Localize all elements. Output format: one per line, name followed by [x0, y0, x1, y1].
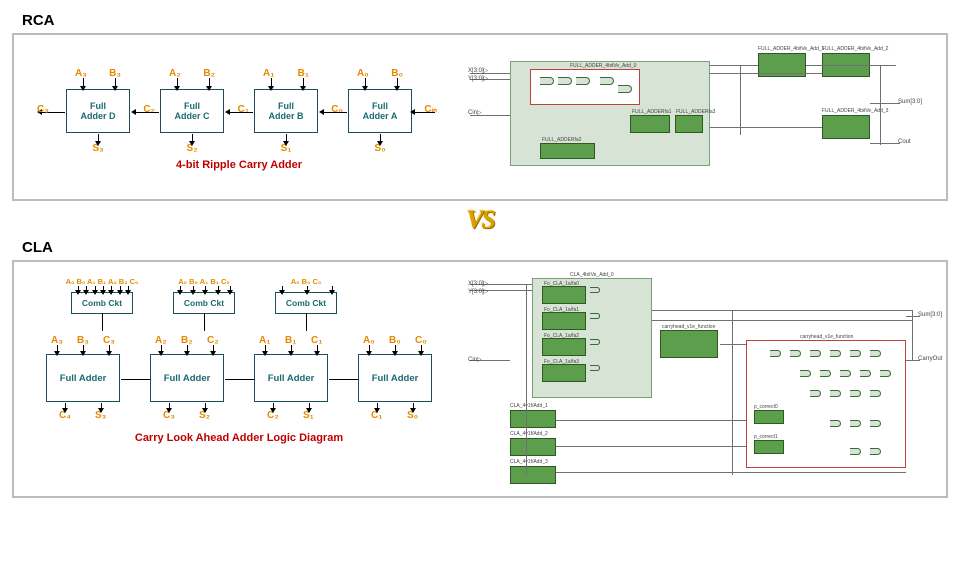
rca-block-diagram: FullAdder DA₃B₃S₃C₂C₃ FullAdder CA₂B₂S₂C₁… — [24, 65, 454, 171]
vs-divider: VS — [12, 205, 948, 235]
cla-caption: Carry Look Ahead Adder Logic Diagram — [24, 432, 454, 444]
cla-full-adder-0: Full AdderA₃B₃C₃C₄S₃ — [46, 354, 120, 402]
rca-full-adder-1: FullAdder CA₂B₂S₂C₁ — [160, 89, 224, 133]
rca-full-adder-0: FullAdder DA₃B₃S₃C₂C₃ — [66, 89, 130, 133]
rca-title: RCA — [22, 12, 948, 29]
cla-full-adder-1: Full AdderA₂B₂C₂C₃S₂ — [150, 354, 224, 402]
cla-block-diagram: Comb CktA₀ B₀ A₁ B₁ A₂ B₂ C₀ Comb CktA₀ B… — [24, 270, 454, 444]
rca-panel: FullAdder DA₃B₃S₃C₂C₃ FullAdder CA₂B₂S₂C₁… — [12, 33, 948, 201]
cla-panel: Comb CktA₀ B₀ A₁ B₁ A₂ B₂ C₀ Comb CktA₀ B… — [12, 260, 948, 498]
rca-caption: 4-bit Ripple Carry Adder — [24, 159, 454, 171]
cla-full-adder-2: Full AdderA₁B₁C₁C₂S₁ — [254, 354, 328, 402]
cla-comb-1: Comb CktA₀ B₀ A₁ B₁ C₀ — [173, 292, 235, 314]
cla-comb-2: Comb CktA₀ B₀ C₀ — [275, 292, 337, 314]
rca-full-adder-3: FullAdder AA₀B₀S₀Cᵢₙ — [348, 89, 412, 133]
cla-title: CLA — [22, 239, 948, 256]
cla-comb-0: Comb CktA₀ B₀ A₁ B₁ A₂ B₂ C₀ — [71, 292, 133, 314]
vs-text: VS — [466, 205, 494, 234]
rca-full-adder-2: FullAdder BA₁B₁S₁C₀ — [254, 89, 318, 133]
cla-full-adder-3: Full AdderA₀B₀C₀C₁S₀ — [358, 354, 432, 402]
rca-schematic: FULL_ADDER_4bitVe_Add_0FULL_ADDERfa1FULL… — [470, 43, 936, 193]
cla-schematic: CLA_4bitVe_Add_0Fo_CLA_1a/fa0Fo_CLA_1a/f… — [470, 270, 936, 490]
